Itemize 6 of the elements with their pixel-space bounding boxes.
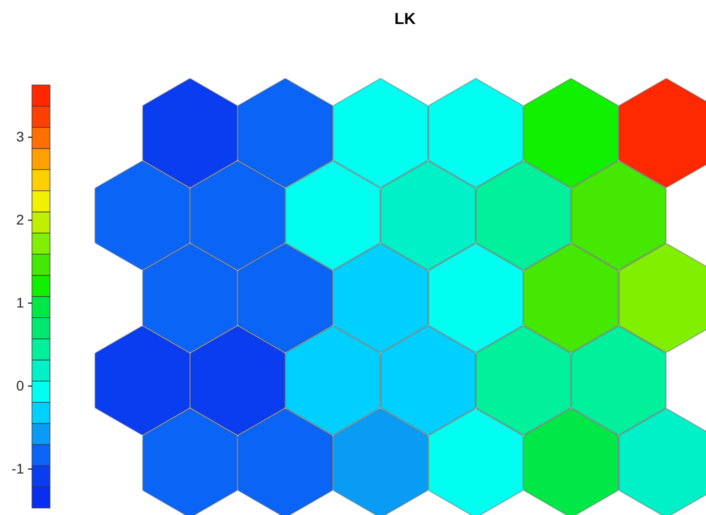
color-bar-label: 2	[16, 212, 24, 228]
color-bar-label: 3	[16, 128, 24, 145]
color-bar-label: 0	[16, 378, 24, 394]
color-bar-label: 1	[16, 294, 24, 311]
color-bar-label: -1	[12, 460, 24, 476]
chart-title: LK	[394, 11, 416, 28]
